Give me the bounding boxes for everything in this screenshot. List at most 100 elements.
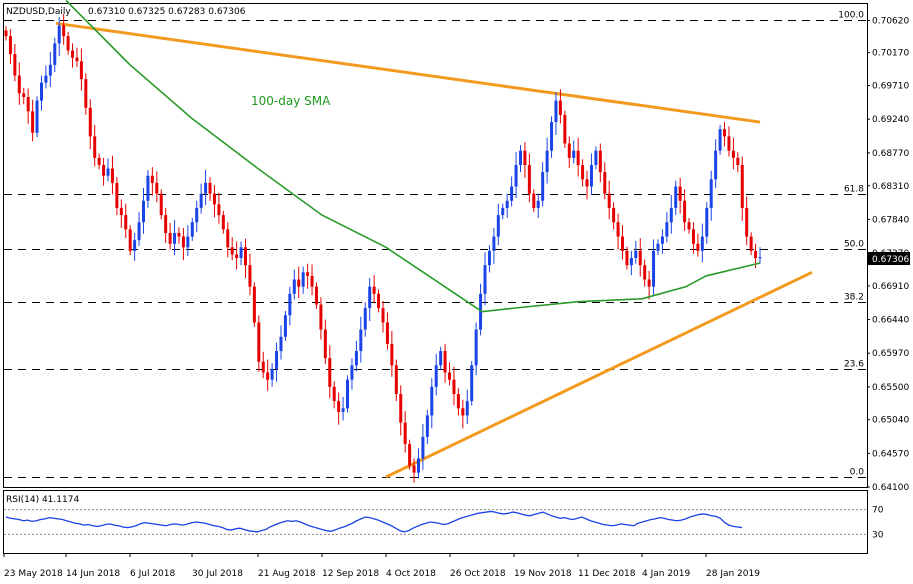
candle-body [257, 322, 261, 362]
candle-body [186, 236, 190, 248]
candle-body [239, 247, 243, 259]
rsi-panel-frame [3, 490, 868, 554]
candle-body [17, 75, 21, 94]
candle-body [527, 165, 531, 194]
trendline-support [385, 270, 813, 479]
candle-body [678, 186, 682, 201]
sma-annotation: 100-day SMA [251, 94, 331, 108]
candle-body [346, 379, 350, 409]
rsi-line [5, 510, 743, 533]
candle-body [572, 150, 576, 158]
candle-body [97, 157, 101, 165]
candle-body [301, 272, 305, 287]
candle-body [22, 93, 26, 98]
candle-body [408, 444, 412, 466]
candle-body [173, 232, 177, 244]
candle-body [727, 136, 731, 151]
candle-body [26, 97, 30, 112]
candle-body [133, 240, 137, 251]
candle-body [199, 193, 203, 208]
price-tick-label: 0.70170 [872, 49, 909, 59]
date-tick-label: 30 Jul 2018 [192, 569, 243, 579]
candle-body [403, 422, 407, 445]
candle-body [359, 329, 363, 352]
candle-body [283, 315, 287, 337]
candle-body [394, 365, 398, 394]
candle-body [84, 79, 88, 108]
candle-body [288, 293, 292, 316]
candle-body [647, 279, 651, 287]
candle-body [501, 207, 505, 216]
candle-body [235, 254, 239, 259]
fib-label-50.0: 50.0 [844, 240, 864, 250]
trendlines [55, 21, 813, 479]
date-tick-label: 4 Jan 2019 [642, 569, 690, 579]
candle-body [53, 43, 57, 65]
candle-body [141, 200, 145, 223]
candle-body [576, 150, 580, 165]
candle-body [377, 293, 381, 309]
price-tick-label: 0.70620 [872, 16, 909, 26]
candle-body [363, 308, 367, 330]
candle-body [709, 179, 713, 208]
candle-body [8, 36, 12, 55]
candle-body [217, 204, 221, 216]
candle-body [310, 275, 314, 287]
candle-body [550, 122, 554, 151]
candle-body [723, 129, 727, 137]
candle-body [567, 143, 571, 158]
current-price-box [868, 252, 910, 265]
candle-body [581, 165, 585, 180]
rsi-label: RSI(14) 41.1174 [6, 495, 79, 505]
candle-body [541, 172, 545, 201]
candle-body [687, 222, 691, 230]
candle-body [425, 415, 429, 437]
candle-body [137, 222, 141, 241]
candle-body [275, 351, 279, 369]
candle-body [634, 250, 638, 259]
candle-body [474, 329, 478, 366]
candle-body [4, 30, 8, 37]
price-tick-label: 0.65040 [872, 416, 909, 426]
candle-body [341, 408, 345, 412]
candle-body [452, 379, 456, 394]
candle-body [456, 393, 460, 409]
candle-body [106, 168, 110, 176]
candle-body [66, 36, 70, 51]
candle-body [652, 250, 656, 287]
candle-body [337, 401, 341, 412]
candle-body [665, 222, 669, 237]
fib-label-61.8: 61.8 [844, 185, 864, 195]
candle-body [354, 351, 358, 366]
candle-body [740, 165, 744, 208]
candle-body [230, 247, 234, 255]
candle-body [75, 57, 79, 62]
candle-body [510, 186, 514, 201]
candle-body [314, 286, 318, 305]
candles [4, 14, 762, 483]
rsi-axis: 30 70 [872, 506, 884, 541]
date-tick-label: 21 Aug 2018 [258, 569, 316, 579]
candle-body [470, 365, 474, 402]
candle-body [545, 150, 549, 173]
candle-body [79, 61, 83, 80]
candle-body [350, 365, 354, 380]
candle-body [31, 111, 35, 133]
candle-body [430, 386, 434, 416]
candle-body [71, 50, 75, 58]
candle-body [683, 200, 687, 223]
candle-body [691, 229, 695, 244]
candle-body [523, 150, 527, 165]
candle-body [514, 165, 518, 187]
candle-body [252, 286, 256, 323]
candle-body [505, 200, 509, 208]
candle-body [48, 64, 52, 76]
candle-body [536, 200, 540, 208]
candle-body [612, 207, 616, 223]
candle-body [518, 150, 522, 165]
candle-body [603, 172, 607, 194]
candle-body [532, 193, 536, 208]
candle-body [88, 107, 92, 137]
candle-body [195, 207, 199, 223]
